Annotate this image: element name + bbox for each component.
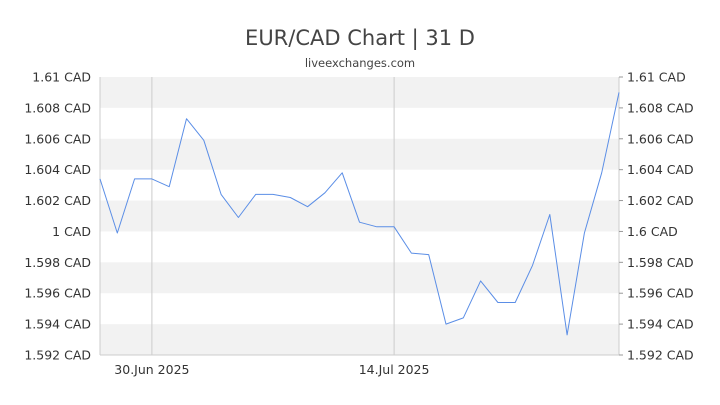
y-tick-label-right: 1.598 CAD <box>627 255 694 270</box>
y-axis-left: 1.61 CAD 1.608 CAD 1.606 CAD 1.604 CAD 1.602… <box>24 70 91 363</box>
y-tick-label-left: 1.598 CAD <box>24 255 91 270</box>
series-line <box>99 92 620 336</box>
y-axis-right: 1.61 CAD 1.608 CAD 1.606 CAD 1.604 CAD 1.602… <box>619 70 694 363</box>
plot-band <box>100 200 619 232</box>
x-tick-label: 30.Jun 2025 <box>114 362 189 377</box>
y-tick-label-right: 1.606 CAD <box>627 131 694 146</box>
plot-band <box>100 324 619 355</box>
y-tick-label-left: 1.604 CAD <box>24 162 91 177</box>
y-tick-label-right: 1.604 CAD <box>627 162 694 177</box>
y-tick-label-right: 1.602 CAD <box>627 193 694 208</box>
y-tick-label-right: 1.594 CAD <box>627 317 694 332</box>
plot-band <box>100 138 619 170</box>
y-tick-label-left: 1 CAD <box>52 224 91 239</box>
plot-bands <box>100 77 619 355</box>
y-tick-label-left: 1.606 CAD <box>24 131 91 146</box>
plot-band <box>100 262 619 294</box>
series <box>99 92 620 336</box>
y-tick-label-left: 1.592 CAD <box>24 348 91 363</box>
y-tick-label-left: 1.602 CAD <box>24 193 91 208</box>
y-tick-label-left: 1.608 CAD <box>24 100 91 115</box>
y-tick-label-right: 1.61 CAD <box>627 70 686 85</box>
y-tick-label-right: 1.596 CAD <box>627 286 694 301</box>
y-tick-label-left: 1.596 CAD <box>24 286 91 301</box>
y-tick-label-right: 1.608 CAD <box>627 100 694 115</box>
chart-subtitle: liveexchanges.com <box>304 56 416 70</box>
plot-band <box>100 77 619 108</box>
y-tick-label-left: 1.61 CAD <box>32 70 91 85</box>
x-axis: 30.Jun 2025 14.Jul 2025 <box>114 362 429 377</box>
y-tick-label-left: 1.594 CAD <box>24 317 91 332</box>
chart-title: EUR/CAD Chart | 31 D <box>245 26 475 50</box>
y-tick-label-right: 1.592 CAD <box>627 348 694 363</box>
y-tick-label-right: 1.6 CAD <box>627 224 678 239</box>
axes <box>99 77 620 356</box>
vertical-gridlines <box>151 77 395 355</box>
x-tick-label: 14.Jul 2025 <box>359 362 430 377</box>
